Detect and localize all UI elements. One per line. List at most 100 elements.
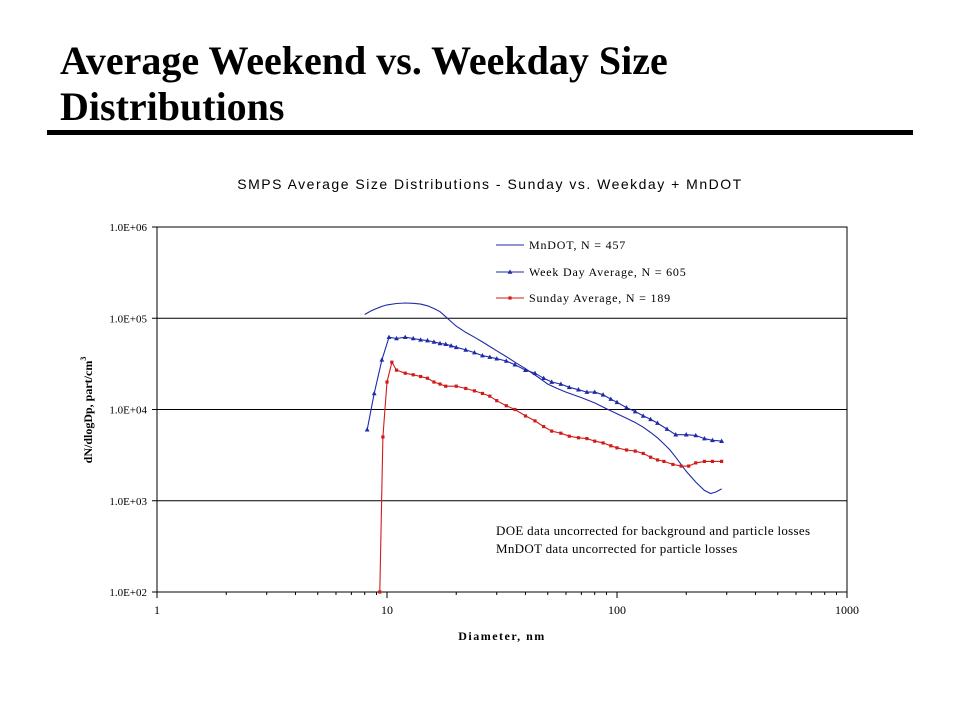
data-point <box>640 413 646 418</box>
data-point <box>480 352 485 358</box>
data-point <box>438 382 442 386</box>
x-tick-labels: 1 10 100 1000 <box>154 603 859 617</box>
data-point <box>532 370 538 375</box>
series-3 <box>378 360 724 594</box>
data-point <box>702 435 707 441</box>
legend-label: Sunday Average, N = 189 <box>529 291 671 305</box>
data-point <box>504 404 508 408</box>
legend-marker <box>508 296 512 300</box>
data-point <box>550 429 554 433</box>
data-point <box>720 459 724 463</box>
data-point <box>364 427 370 432</box>
y-gridlines <box>152 226 847 593</box>
y-tick-label: 1.0E+03 <box>109 496 147 508</box>
data-point <box>566 384 572 390</box>
y-tick-label: 1.0E+04 <box>109 405 147 417</box>
data-point <box>453 344 459 350</box>
data-point <box>394 368 399 372</box>
data-point <box>431 339 437 344</box>
y-tick-labels: 1.0E+02 1.0E+03 1.0E+04 1.0E+05 1.0E+06 <box>109 222 147 599</box>
data-point <box>385 380 389 384</box>
x-minor-ticks <box>156 592 848 598</box>
data-point <box>419 374 423 379</box>
data-point <box>601 441 605 445</box>
data-point <box>615 446 619 450</box>
data-point <box>542 424 546 429</box>
series-line <box>364 302 722 495</box>
series-2 <box>364 334 725 443</box>
y-axis-label: dN/dlogDp, part/cm3 <box>79 357 95 464</box>
data-point <box>558 381 564 386</box>
title-divider <box>47 130 913 135</box>
data-point <box>673 432 679 437</box>
data-point <box>437 340 443 346</box>
data-point <box>403 371 407 375</box>
data-point <box>386 334 392 339</box>
data-point <box>394 335 399 341</box>
data-point <box>694 461 698 465</box>
data-point <box>664 426 670 431</box>
data-point <box>444 384 448 388</box>
data-point <box>463 347 469 352</box>
data-point <box>648 416 654 422</box>
data-point <box>495 399 499 403</box>
series-1 <box>364 302 722 495</box>
data-point <box>390 360 394 364</box>
slide-title-line-1: Average Weekend vs. Weekday Size <box>60 38 668 83</box>
data-point <box>480 391 485 396</box>
data-point <box>671 462 675 467</box>
data-point <box>693 432 699 438</box>
data-point <box>402 334 408 339</box>
data-point <box>632 408 638 414</box>
data-point <box>425 337 430 343</box>
data-point <box>567 434 571 438</box>
data-point <box>488 394 492 398</box>
x-tick-label: 1 <box>154 603 160 617</box>
y-tick-label: 1.0E+02 <box>109 587 147 599</box>
data-point <box>512 362 518 367</box>
data-point <box>472 389 477 393</box>
data-point <box>702 459 707 463</box>
slide-title-line-2: Distributions <box>60 84 285 129</box>
data-point <box>432 380 436 384</box>
slide-title: Average Weekend vs. Weekday Size Distrib… <box>60 38 920 130</box>
data-point <box>710 459 715 463</box>
data-point <box>443 341 449 346</box>
data-point <box>719 438 725 443</box>
x-tick-label: 100 <box>608 603 626 617</box>
data-point <box>533 419 537 423</box>
data-point <box>523 367 528 372</box>
legend-marker <box>507 269 513 274</box>
annotation-doe: DOE data uncorrected for background and … <box>496 523 810 538</box>
data-point <box>464 386 468 391</box>
legend-label: Week Day Average, N = 605 <box>529 265 687 279</box>
data-point <box>679 464 683 468</box>
y-axis-label-superscript: 3 <box>79 357 88 361</box>
data-point <box>378 590 382 594</box>
data-point <box>649 455 653 459</box>
chart-title: SMPS Average Size Distributions - Sunday… <box>237 176 742 192</box>
data-point <box>608 396 614 401</box>
y-tick-label: 1.0E+05 <box>109 313 147 325</box>
x-tick-label: 1000 <box>835 603 859 617</box>
legend-label: MnDOT, N = 457 <box>529 238 626 252</box>
data-point <box>633 449 637 453</box>
annotation-mndot: MnDOT data uncorrected for particle loss… <box>496 541 738 556</box>
y-tick-label: 1.0E+06 <box>109 222 147 234</box>
data-point <box>425 376 430 380</box>
data-point <box>371 390 377 396</box>
data-point <box>503 358 509 363</box>
data-point <box>655 420 660 425</box>
data-point <box>624 404 629 410</box>
data-point <box>411 373 415 377</box>
series-line <box>379 360 722 593</box>
data-point <box>410 335 416 341</box>
data-point <box>454 384 458 388</box>
data-point <box>513 407 517 412</box>
data-point <box>600 392 606 397</box>
data-point <box>624 448 629 452</box>
data-point <box>585 436 589 441</box>
data-point <box>549 379 555 384</box>
data-point <box>379 357 385 362</box>
data-point <box>710 437 715 443</box>
